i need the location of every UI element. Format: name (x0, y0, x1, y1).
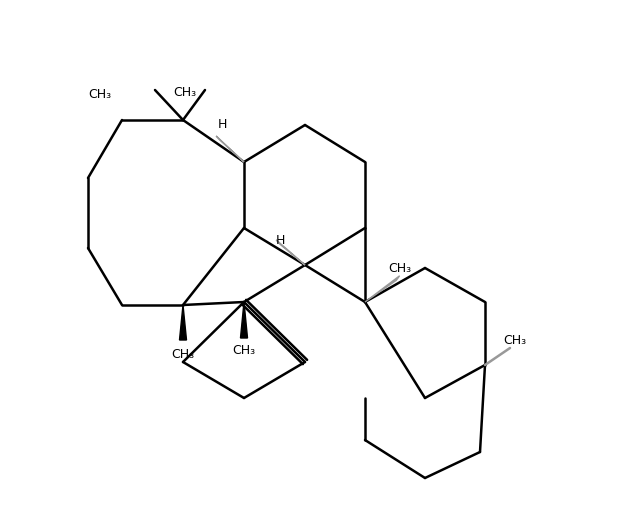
Polygon shape (180, 305, 187, 340)
Text: H: H (217, 118, 227, 132)
Text: CH₃: CH₃ (504, 333, 526, 346)
Polygon shape (365, 276, 399, 302)
Text: CH₃: CH₃ (88, 88, 112, 102)
Text: H: H (276, 234, 284, 246)
Text: CH₃: CH₃ (232, 343, 255, 357)
Polygon shape (241, 302, 248, 338)
Polygon shape (216, 136, 244, 162)
Text: CH₃: CH₃ (173, 85, 197, 99)
Text: CH₃: CH₃ (171, 348, 194, 362)
Text: CH₃: CH₃ (389, 262, 411, 274)
Polygon shape (276, 240, 305, 265)
